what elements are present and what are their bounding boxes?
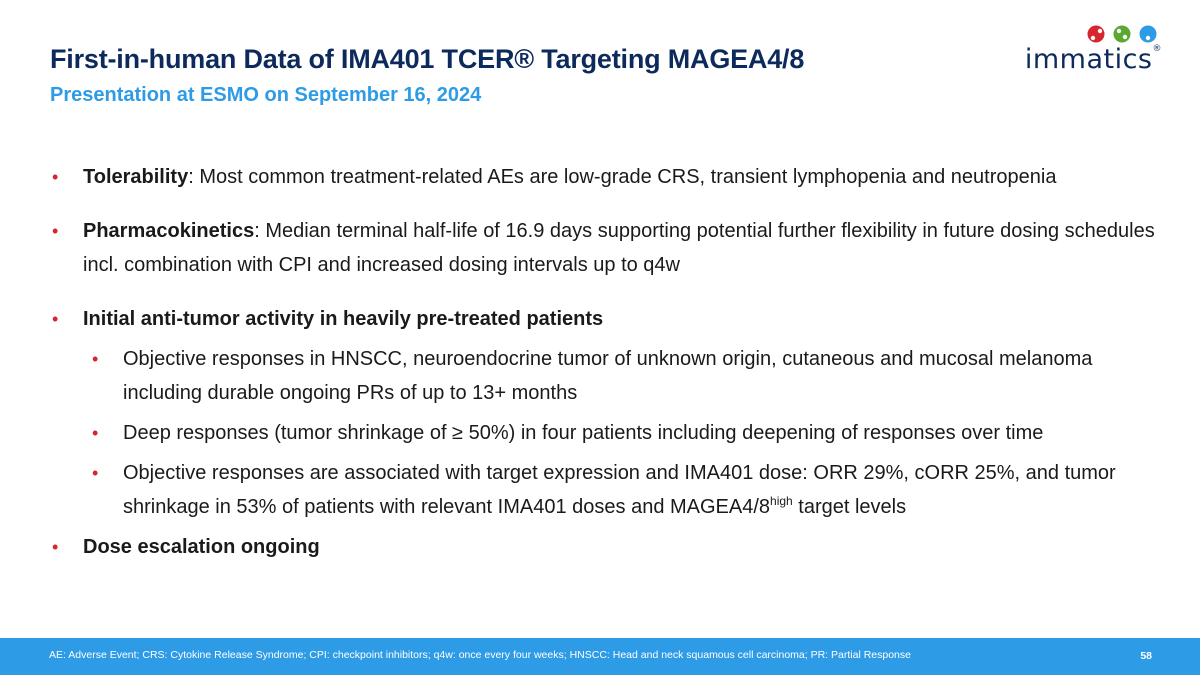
logo-wordmark: immatics® — [1024, 44, 1162, 75]
bullet-heading: Pharmacokinetics — [83, 220, 255, 242]
sub-bullet-target-expression: • Objective responses are associated wit… — [90, 456, 1160, 524]
bullet-text: Objective responses are associated with … — [123, 462, 1116, 518]
bullet-text-end: target levels — [792, 496, 907, 518]
bullet-heading: Tolerability — [83, 166, 189, 188]
bullet-marker: • — [52, 221, 59, 241]
bullet-text: : Median terminal half-life of 16.9 days… — [83, 220, 1155, 276]
bullet-heading: Initial anti-tumor activity in heavily p… — [83, 308, 604, 330]
bullet-marker: • — [52, 309, 59, 329]
slide-title: First-in-human Data of IMA401 TCER® Targ… — [50, 44, 805, 74]
bullet-dose-escalation: • Dose escalation ongoing — [50, 530, 1160, 564]
bullet-list: • Tolerability: Most common treatment-re… — [50, 160, 1160, 564]
bullet-marker: • — [52, 537, 59, 557]
bullet-text: Objective responses in HNSCC, neuroendoc… — [123, 348, 1093, 404]
slide-subtitle: Presentation at ESMO on September 16, 20… — [50, 84, 482, 106]
bullet-marker: • — [92, 463, 99, 483]
company-logo: immatics® — [1025, 24, 1162, 75]
bullet-heading: Dose escalation ongoing — [83, 536, 320, 558]
sub-bullet-deep-responses: • Deep responses (tumor shrinkage of ≥ 5… — [90, 416, 1160, 450]
bullet-marker: • — [52, 167, 59, 187]
bullet-text: Deep responses (tumor shrinkage of ≥ 50%… — [123, 422, 1044, 444]
page-number: 58 — [1140, 650, 1152, 662]
sub-bullet-objective-responses: • Objective responses in HNSCC, neuroend… — [90, 342, 1160, 410]
superscript-high: high — [770, 494, 793, 508]
bullet-text: : Most common treatment-related AEs are … — [188, 166, 1057, 188]
logo-dots-icon — [1087, 25, 1157, 43]
bullet-anti-tumor-activity: • Initial anti-tumor activity in heavily… — [50, 302, 1160, 336]
bullet-marker: • — [92, 423, 99, 443]
footer-bar: AE: Adverse Event; CRS: Cytokine Release… — [0, 638, 1200, 675]
bullet-pharmacokinetics: • Pharmacokinetics: Median terminal half… — [50, 214, 1160, 282]
bullet-tolerability: • Tolerability: Most common treatment-re… — [50, 160, 1160, 194]
logo-registered-mark: ® — [1152, 44, 1162, 54]
bullet-marker: • — [92, 349, 99, 369]
footnote-abbreviations: AE: Adverse Event; CRS: Cytokine Release… — [49, 649, 911, 661]
